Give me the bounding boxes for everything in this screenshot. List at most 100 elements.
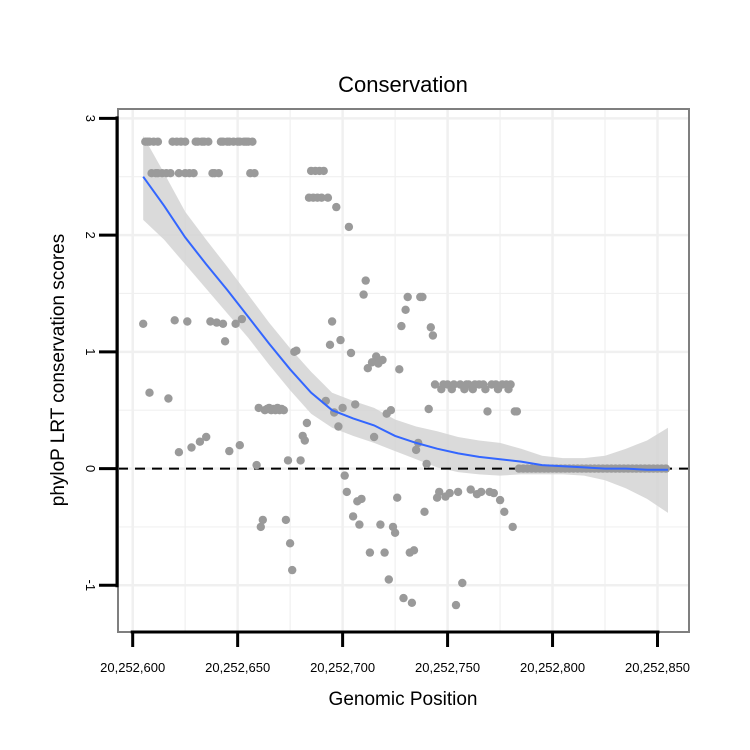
data-point (445, 488, 454, 498)
data-point (453, 487, 463, 497)
data-point (508, 522, 517, 532)
data-point (495, 495, 505, 505)
data-point (300, 436, 309, 445)
data-point (183, 317, 192, 326)
data-point (384, 575, 393, 584)
data-point (248, 137, 257, 146)
data-point (204, 137, 213, 146)
data-point (174, 169, 184, 178)
plot-frame (117, 108, 690, 633)
data-point (355, 520, 364, 529)
data-point (256, 522, 265, 532)
data-point (500, 507, 509, 516)
data-point (325, 340, 335, 349)
data-point (407, 598, 417, 607)
data-point (361, 276, 370, 285)
y-tick-label: 3 (83, 115, 98, 122)
data-point (409, 546, 419, 555)
data-point (451, 600, 461, 610)
smooth-line (142, 176, 668, 471)
data-point (166, 169, 175, 178)
data-point (332, 202, 341, 212)
data-point (661, 464, 671, 473)
x-tick-label: 20,252,750 (415, 660, 480, 675)
data-point (283, 456, 293, 465)
data-point (365, 548, 375, 557)
data-point (449, 380, 459, 389)
data-point (279, 406, 288, 415)
data-point (187, 443, 196, 452)
data-point (323, 193, 333, 202)
x-tick-label: 20,252,800 (520, 660, 585, 675)
data-point (327, 317, 337, 326)
data-point (252, 460, 261, 470)
confidence-band-group (143, 135, 668, 513)
data-point (393, 493, 402, 502)
data-point (506, 380, 515, 389)
confidence-band (143, 135, 668, 513)
data-point (348, 512, 358, 521)
data-point (344, 222, 354, 232)
data-point (195, 437, 205, 446)
data-point (340, 471, 349, 480)
y-tick-label: -1 (83, 580, 98, 592)
y-axis: -1 0 1 2 3 (83, 115, 119, 592)
data-point (225, 446, 234, 456)
data-point (285, 539, 295, 548)
data-point (411, 445, 421, 455)
data-point (220, 337, 230, 346)
data-point (376, 520, 385, 529)
data-point (302, 418, 312, 428)
data-point (181, 137, 190, 146)
data-point (153, 137, 163, 146)
x-axis: 20,252,600 20,252,650 20,252,700 20,252,750… (100, 630, 690, 675)
data-point (231, 319, 240, 328)
data-point (512, 407, 522, 416)
x-tick-label: 20,252,700 (310, 660, 375, 675)
data-point (317, 193, 326, 202)
x-tick-label: 20,252,650 (205, 660, 270, 675)
data-point (378, 355, 387, 365)
smooth-line-group (142, 176, 668, 471)
data-point (237, 314, 247, 324)
data-point (351, 400, 360, 409)
x-tick-label: 20,252,600 (100, 660, 165, 675)
data-point (369, 432, 379, 442)
y-axis-title: phyloP LRT conservation scores (48, 234, 69, 507)
data-point (214, 169, 223, 178)
data-point (342, 487, 351, 497)
data-point (338, 403, 347, 413)
data-point (390, 528, 400, 537)
data-point (250, 169, 259, 178)
data-point (424, 404, 433, 414)
data-point (346, 348, 356, 358)
data-point (336, 335, 345, 345)
data-point (380, 548, 389, 557)
data-point (428, 331, 438, 340)
data-point (367, 358, 377, 367)
y-tick-label: 0 (83, 465, 98, 472)
data-point (401, 305, 410, 314)
data-point (466, 485, 475, 494)
y-tick-label: 1 (83, 348, 98, 355)
data-point (435, 487, 444, 497)
data-point (397, 321, 406, 331)
data-point (458, 578, 467, 588)
data-point (334, 422, 343, 431)
data-point (483, 407, 492, 416)
data-point (489, 488, 498, 498)
data-point (372, 352, 381, 361)
data-point (426, 323, 435, 332)
data-point (174, 448, 184, 457)
x-tick-label: 20,252,850 (625, 660, 690, 675)
data-point (212, 318, 221, 327)
data-point (386, 406, 396, 415)
data-point (420, 507, 429, 516)
data-point (418, 292, 427, 302)
data-point (189, 169, 198, 178)
data-point (403, 292, 412, 302)
data-point (319, 166, 328, 176)
data-point (145, 388, 154, 397)
data-point (357, 494, 366, 504)
scatter-points (139, 137, 671, 610)
